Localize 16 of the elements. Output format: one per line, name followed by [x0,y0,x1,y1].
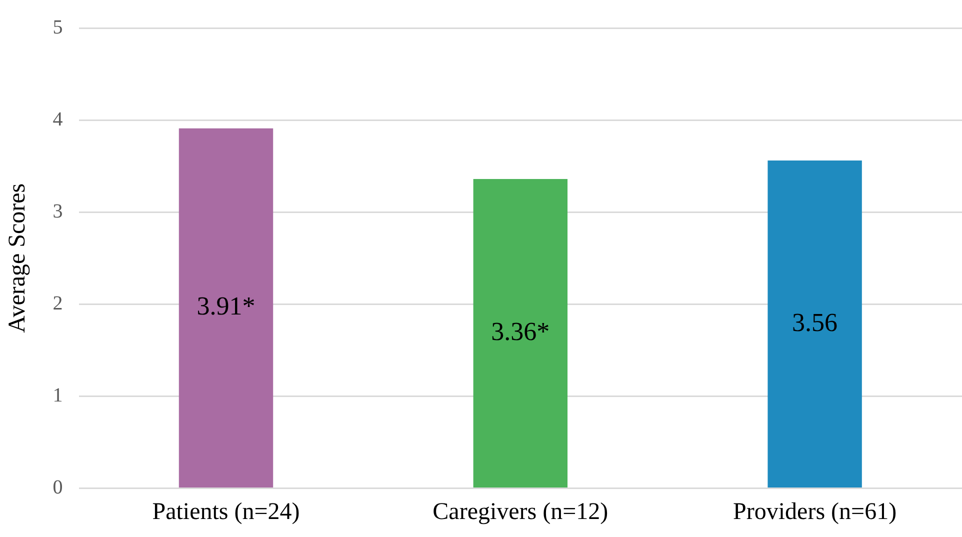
y-tick-label: 1 [52,384,63,406]
data-label: 3.36* [491,317,550,346]
y-tick-label: 5 [52,16,63,38]
bar [178,128,274,488]
y-tick-label: 3 [52,200,63,222]
data-label: 3.91* [196,292,256,321]
bar [473,178,568,488]
y-tick-label: 2 [52,292,63,314]
x-tick-label: Patients (n=24) [152,498,300,525]
x-tick-label: Caregivers (n=12) [432,498,608,525]
y-axis-title: Average Scores [4,183,31,333]
data-label: 3.56 [792,308,838,337]
x-tick-label: Providers (n=61) [733,498,897,525]
y-tick-label: 4 [52,108,63,130]
y-tick-label: 0 [52,476,63,498]
bar [768,160,862,488]
